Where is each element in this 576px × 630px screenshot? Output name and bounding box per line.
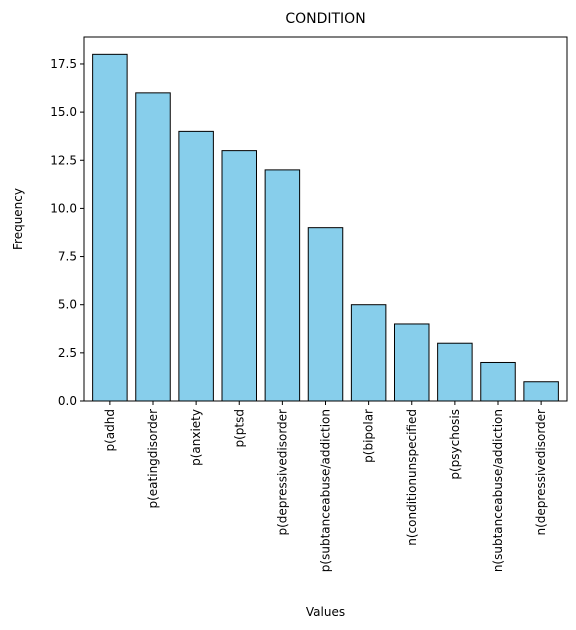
bar bbox=[394, 323, 430, 402]
bar bbox=[523, 381, 559, 402]
x-tick-label: p(subtanceabuse/addiction bbox=[319, 409, 333, 572]
x-tick-label: n(subtanceabuse/addiction bbox=[491, 409, 505, 572]
bars-group bbox=[92, 53, 559, 402]
bar bbox=[437, 342, 473, 402]
bar bbox=[221, 150, 257, 402]
x-axis-label: Values bbox=[306, 605, 345, 619]
bar bbox=[178, 130, 214, 402]
y-tick-label: 15.0 bbox=[50, 105, 77, 119]
bar bbox=[135, 92, 171, 402]
y-tick-label: 12.5 bbox=[50, 153, 77, 167]
x-tick-label: p(bipolar bbox=[362, 409, 376, 463]
x-tick-label: p(depressivedisorder bbox=[275, 409, 289, 536]
y-axis: 0.0 2.5 5.0 7.5 10.0 12.5 15.0 17.5 bbox=[50, 57, 84, 408]
bar bbox=[480, 361, 516, 402]
y-tick-label: 2.5 bbox=[58, 346, 77, 360]
x-axis: p(adhd p(eatingdisorder p(anxiety p(ptsd p(d… bbox=[103, 401, 548, 572]
y-tick-label: 5.0 bbox=[58, 298, 77, 312]
x-tick-label: p(adhd bbox=[103, 409, 117, 452]
x-tick-label: p(ptsd bbox=[232, 409, 246, 448]
x-tick-label: n(conditionunspecified bbox=[405, 409, 419, 546]
y-tick-label: 7.5 bbox=[58, 250, 77, 264]
x-tick-label: p(eatingdisorder bbox=[146, 409, 160, 509]
bar bbox=[350, 304, 387, 402]
chart-title: CONDITION bbox=[285, 11, 365, 27]
y-tick-label: 17.5 bbox=[50, 57, 77, 71]
bar bbox=[264, 169, 301, 402]
bar bbox=[307, 227, 344, 402]
x-tick-label: n(depressivedisorder bbox=[534, 409, 548, 536]
y-tick-label: 0.0 bbox=[58, 394, 77, 408]
x-tick-label: p(anxiety bbox=[189, 409, 203, 466]
x-tick-label: p(psychosis bbox=[448, 409, 462, 480]
bar bbox=[92, 53, 128, 402]
y-tick-label: 10.0 bbox=[50, 201, 77, 215]
y-axis-label: Frequency bbox=[11, 188, 25, 250]
